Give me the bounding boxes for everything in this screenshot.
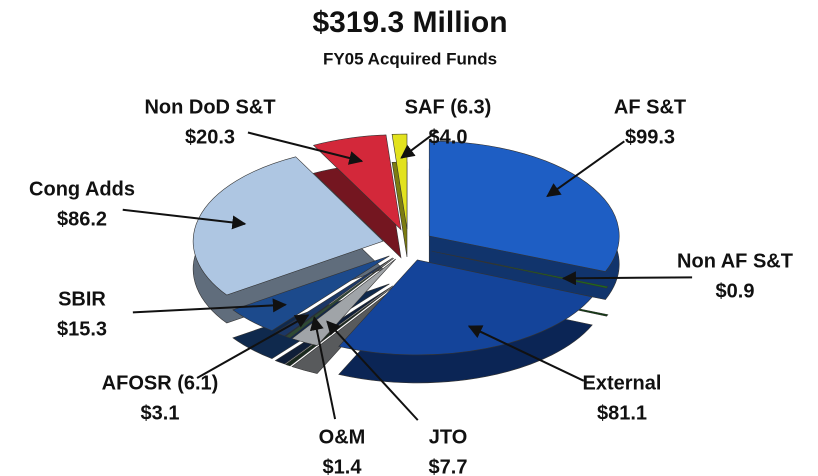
slice-value-label: $20.3 xyxy=(185,126,235,148)
leader-arrow xyxy=(247,131,364,165)
slice-value-label: $86.2 xyxy=(57,208,107,230)
slice-value-label: $1.4 xyxy=(323,456,363,476)
labels: AF S&T $99.3 Non AF S&T $0.9 External $81.1 JT… xyxy=(29,96,793,476)
leader-arrow xyxy=(122,208,247,230)
slice xyxy=(312,134,402,231)
slice xyxy=(232,255,390,331)
leader-arrow xyxy=(561,271,693,286)
slice-label: AFOSR (6.1) xyxy=(102,372,219,394)
leader-arrow xyxy=(309,316,337,420)
slice-label: External xyxy=(583,372,662,394)
slice-label: Cong Adds xyxy=(29,178,135,200)
chart-title: $319.3 Million xyxy=(312,6,507,39)
slice-value-label: $99.3 xyxy=(625,126,675,148)
chart-subtitle: FY05 Acquired Funds xyxy=(323,49,497,68)
slice-side xyxy=(291,286,396,374)
slice-value-label: $81.1 xyxy=(597,402,647,424)
slice-label: SBIR xyxy=(58,288,106,310)
slice-value-label: $4.0 xyxy=(429,126,468,148)
leader-arrow xyxy=(400,130,437,159)
slice-label: AF S&T xyxy=(614,96,686,118)
slice-label: Non DoD S&T xyxy=(144,96,275,118)
slice-label: JTO xyxy=(429,426,468,448)
leader-arrow xyxy=(546,140,625,197)
leader-arrow xyxy=(326,320,419,421)
pie xyxy=(192,133,620,384)
slice-label: O&M xyxy=(319,426,366,448)
slice xyxy=(428,140,620,272)
slice-value-label: $3.1 xyxy=(141,402,180,424)
slice-label: SAF (6.3) xyxy=(405,96,492,118)
slice-label: Non AF S&T xyxy=(677,250,793,272)
slice xyxy=(338,259,593,356)
leader-arrow xyxy=(467,325,585,382)
slice-value-label: $0.9 xyxy=(716,280,755,302)
slice-value-label: $15.3 xyxy=(57,318,107,340)
leader-arrow xyxy=(132,298,287,314)
slice-value-label: $7.7 xyxy=(429,456,468,476)
leader-arrow xyxy=(196,314,310,379)
